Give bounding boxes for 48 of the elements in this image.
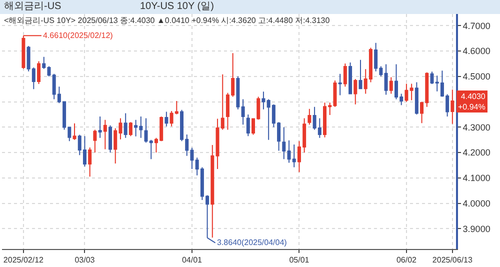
candlestick	[241, 98, 245, 126]
x-tick-label: 03/03	[74, 256, 96, 265]
y-tick-label: 4.0000	[462, 198, 490, 208]
text: 4.4030 +0.94%	[458, 92, 486, 112]
y-tick-label: 3.9000	[462, 224, 490, 234]
candlestick	[389, 76, 393, 94]
candlestick	[354, 78, 358, 105]
candlestick	[308, 108, 312, 126]
y-tick-label: 4.6000	[462, 46, 490, 56]
candlestick	[410, 83, 414, 101]
candlestick	[236, 76, 240, 110]
annotation: 3.8640(2025/04/04)	[217, 238, 288, 247]
chart-title: 해외금리-US	[4, 1, 62, 12]
candlestick	[98, 116, 102, 138]
y-tick-label: 4.1000	[462, 173, 490, 184]
candlestick	[108, 124, 112, 154]
y-tick-label: 4.2000	[462, 148, 490, 158]
annotation: <해외금리-US 10Y> 2025/06/13 종:4.4030 ▲0.0410 +0.94% 시:4.3620 고:4.4480 저:4.3130	[4, 16, 330, 25]
y-tick-label: 4.3000	[462, 122, 490, 132]
candlestick	[72, 122, 76, 140]
x-tick-label: 06/02	[396, 256, 418, 265]
x-tick-label: 04/01	[182, 256, 203, 265]
x-tick-label: 05/01	[289, 256, 310, 265]
candlestick	[128, 122, 132, 137]
candlestick	[210, 144, 214, 238]
candlestick	[282, 126, 286, 160]
candlestick	[358, 59, 362, 90]
candlestick	[37, 60, 41, 85]
y-tick-label: 4.7000	[462, 20, 490, 31]
chart-subtitle: 10Y-US 10Y (일)	[140, 1, 214, 12]
candlestick	[103, 119, 107, 150]
x-tick-label: 2025/06/13	[432, 256, 473, 265]
candlestick	[246, 114, 250, 137]
y-tick-label: 4.5000	[462, 72, 490, 82]
candlestick	[343, 62, 347, 88]
candlestick	[404, 83, 408, 102]
candlestick	[262, 91, 266, 110]
annotation: 4.6610(2025/02/12)	[43, 31, 114, 40]
candlestick	[164, 111, 168, 127]
x-tick-label: 2025/02/12	[3, 256, 44, 265]
candlestick	[88, 146, 92, 178]
candlestick	[124, 112, 128, 138]
candlestick	[384, 64, 388, 96]
candlestick	[414, 82, 418, 115]
candlestick	[450, 89, 454, 124]
candlestick	[348, 62, 352, 95]
candlestick	[93, 129, 97, 154]
candlestick	[338, 73, 342, 96]
